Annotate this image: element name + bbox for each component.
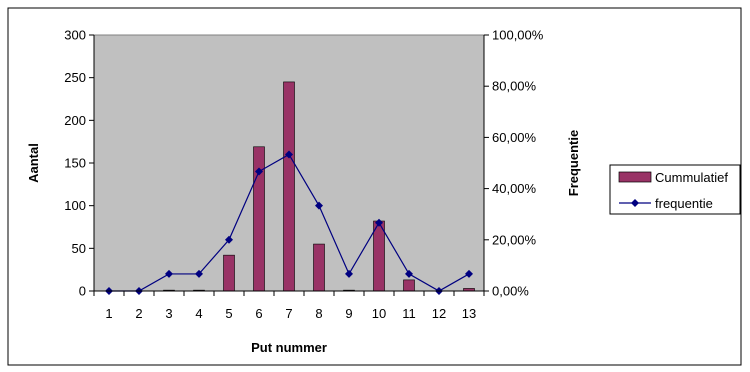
- x-tick-label: 8: [315, 306, 322, 321]
- x-tick-label: 10: [372, 306, 386, 321]
- y-tick-label: 150: [64, 156, 86, 171]
- line-point-3: [165, 269, 173, 278]
- x-axis-title: Put nummer: [251, 340, 327, 355]
- y-tick-label: 0: [79, 284, 86, 299]
- y-axis-title: Aantal: [26, 143, 41, 183]
- line-point-13: [465, 269, 473, 278]
- x-tick-label: 12: [432, 306, 446, 321]
- x-axis-ticks: 1 2 3 4 5 6 7 8 9 10 11 12 13: [93, 291, 485, 321]
- y-tick-label: 300: [64, 28, 86, 43]
- line-point-6: [255, 167, 263, 176]
- x-tick-label: 6: [255, 306, 262, 321]
- line-point-9: [345, 269, 353, 278]
- y2-tick-label: 60,00%: [492, 130, 537, 145]
- y2-tick-label: 0,00%: [492, 284, 529, 299]
- x-tick-label: 5: [225, 306, 232, 321]
- bar-10: [373, 220, 385, 292]
- y2-tick-label: 80,00%: [492, 79, 537, 94]
- left-axis-ticks: 0 50 100 150 200 250 300: [64, 28, 94, 299]
- bar-11: [403, 279, 415, 292]
- y-tick-label: 200: [64, 113, 86, 128]
- line-point-10: [375, 218, 383, 227]
- y-tick-label: 50: [72, 241, 86, 256]
- x-tick-label: 9: [345, 306, 352, 321]
- line-point-11: [405, 269, 413, 278]
- y2-axis-title: Frequentie: [566, 130, 581, 196]
- bar-7: [283, 81, 295, 292]
- y2-tick-label: 40,00%: [492, 181, 537, 196]
- bar-5: [223, 254, 235, 292]
- right-axis-ticks: 0,00% 20,00% 40,00% 60,00% 80,00% 100,00%: [484, 28, 544, 299]
- line-point-4: [195, 269, 203, 278]
- legend-label-bar: Cummulatief: [655, 170, 728, 185]
- legend: Cummulatief frequentie: [609, 164, 741, 215]
- line-point-7: [285, 150, 293, 159]
- x-tick-label: 7: [285, 306, 292, 321]
- y-tick-label: 250: [64, 70, 86, 85]
- y2-tick-label: 100,00%: [492, 28, 544, 43]
- x-tick-label: 4: [195, 306, 202, 321]
- x-tick-label: 1: [105, 306, 112, 321]
- x-tick-label: 13: [462, 306, 476, 321]
- line-point-5: [225, 235, 233, 244]
- y2-tick-label: 20,00%: [492, 232, 537, 247]
- bar-8: [313, 243, 325, 292]
- line-point-8: [315, 201, 323, 210]
- x-tick-label: 3: [165, 306, 172, 321]
- legend-swatch-bar: [618, 171, 652, 183]
- x-tick-label: 11: [402, 306, 416, 321]
- legend-marker-icon: [631, 199, 639, 207]
- y-tick-label: 100: [64, 198, 86, 213]
- legend-label-line: frequentie: [655, 196, 713, 211]
- x-tick-label: 2: [135, 306, 142, 321]
